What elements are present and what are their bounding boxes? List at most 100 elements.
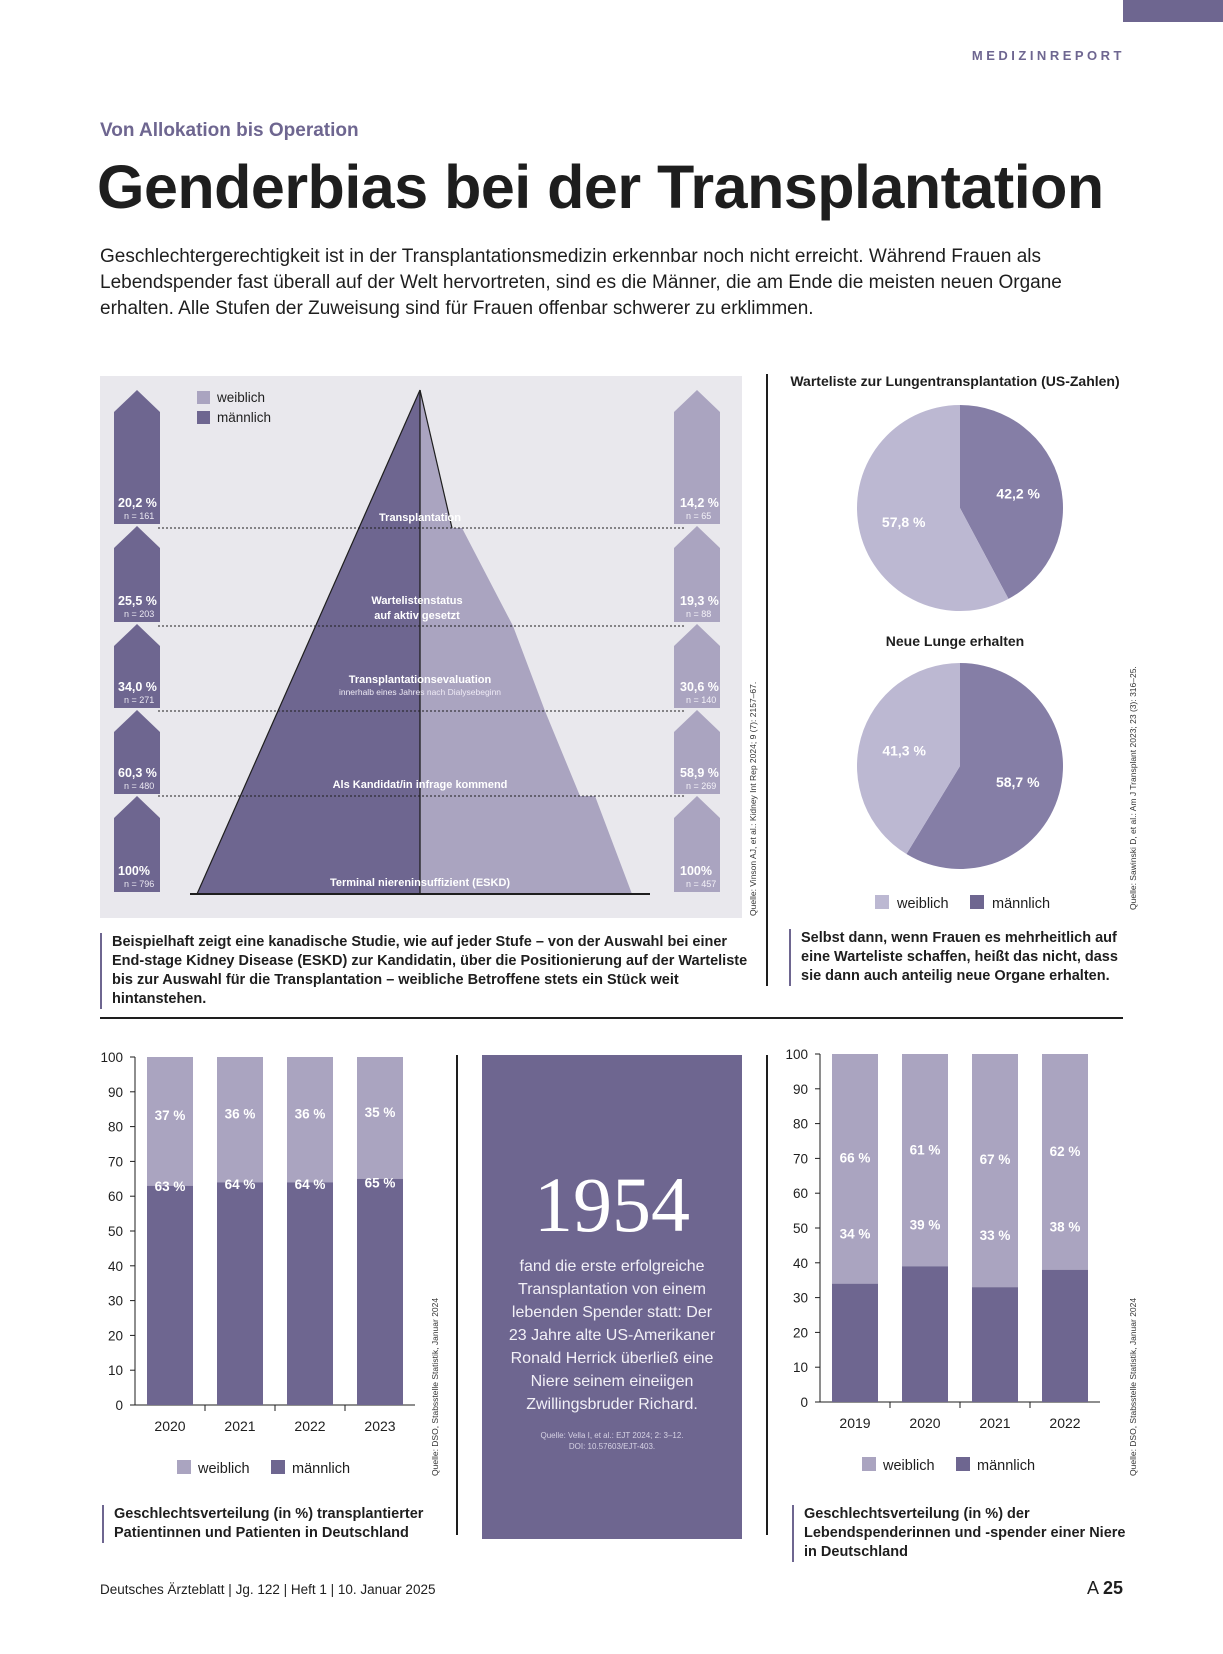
y-tick-label: 0	[800, 1395, 808, 1410]
article-kicker: Von Allokation bis Operation	[100, 120, 359, 141]
pie2-title: Neue Lunge erhalten	[885, 633, 1025, 649]
y-tick-label: 20	[108, 1328, 123, 1343]
bar-chart-transplanted: 0 10 20 30 40 50 60 70 80 90 100 63 % 37 % 2020 64 % 36…	[100, 1050, 415, 1477]
bar-label-female: 36 %	[295, 1106, 326, 1121]
pyramid-female-pct: 14,2 %	[680, 496, 719, 510]
pie-chart-new-lung: 58,7 % 41,3 %	[857, 663, 1063, 869]
bar-segment-female	[357, 1057, 403, 1179]
pyramid-level-label-line2: auf aktiv gesetzt	[374, 610, 460, 622]
y-tick-label: 60	[108, 1189, 123, 1204]
pyramid-level-label: Als Kandidat/in infrage kommend	[333, 779, 508, 791]
bar-label-female: 66 %	[840, 1150, 871, 1165]
pie-slice-male	[960, 405, 1063, 599]
pie-label-female: 57,8 %	[882, 514, 926, 530]
y-tick-label: 70	[793, 1151, 808, 1166]
legend-label-female: weiblich	[896, 896, 949, 912]
pyramid-female-pct: 58,9 %	[680, 766, 719, 780]
bar-segment-female	[287, 1057, 333, 1183]
pie-slice-male	[906, 663, 1063, 869]
legend-swatch-male	[956, 1457, 970, 1471]
top-accent-bar	[1123, 0, 1223, 22]
legend-label-male: männlich	[992, 896, 1050, 912]
x-tick-label: 2022	[1049, 1415, 1080, 1431]
pyramid-arrow-female	[674, 390, 720, 524]
y-tick-label: 20	[793, 1325, 808, 1340]
bar-segment-male	[902, 1266, 948, 1402]
pyramid-arrow-female	[674, 526, 720, 622]
legend-swatch-female	[197, 391, 210, 404]
bar-label-male: 33 %	[980, 1228, 1011, 1243]
pyramid-male-pct: 34,0 %	[118, 680, 157, 694]
info-source-line1: Quelle: Vella I, et al.: EJT 2024; 2: 3–…	[540, 1431, 684, 1440]
pyramid-arrow-male	[114, 390, 160, 524]
bar-label-male: 64 %	[225, 1177, 256, 1192]
bar-label-male: 63 %	[155, 1179, 186, 1194]
pyramid-left-edge	[196, 389, 421, 895]
bar-segment-male	[972, 1287, 1018, 1402]
bar-segment-male	[217, 1182, 263, 1405]
pyramid-male-n: n = 203	[124, 609, 154, 619]
bar-label-male: 34 %	[840, 1226, 871, 1241]
bar-label-male: 38 %	[1050, 1219, 1081, 1234]
source-pies: Quelle: Sawinski D, et al.: Am J Transpl…	[1128, 666, 1138, 910]
y-tick-label: 10	[793, 1360, 808, 1375]
section-label: MEDIZINREPORT	[971, 48, 1125, 63]
pyramid-female-n: n = 140	[686, 695, 716, 705]
pyramid-male-n: n = 161	[124, 511, 154, 521]
pyramid-arrow-female	[674, 624, 720, 708]
bar-segment-male	[287, 1182, 333, 1405]
pyramid-male-n: n = 480	[124, 781, 154, 791]
x-tick-label: 2021	[224, 1418, 255, 1434]
x-tick-label: 2020	[154, 1418, 185, 1434]
pyramid-male-pct: 25,5 %	[118, 594, 157, 608]
pyramid-female-n: n = 269	[686, 781, 716, 791]
legend-swatch-female	[862, 1457, 876, 1471]
y-tick-label: 60	[793, 1186, 808, 1201]
pyramid-arrow-male	[114, 624, 160, 708]
footer-journal: Deutsches Ärzteblatt | Jg. 122 | Heft 1 …	[100, 1582, 436, 1597]
pyramid-female-n: n = 457	[686, 879, 716, 889]
pyramid-male-n: n = 796	[124, 879, 154, 889]
pyramid-arrow-female	[674, 710, 720, 794]
pyramid-level-sublabel: innerhalb eines Jahres nach Dialysebegin…	[339, 687, 501, 697]
y-tick-label: 80	[108, 1120, 123, 1135]
y-tick-label: 50	[793, 1221, 808, 1236]
caption-bars2: Geschlechtsverteilung (in %) der Lebends…	[792, 1505, 1134, 1562]
pyramid-level-label: Transplantationsevaluation	[349, 674, 492, 686]
bar-segment-male	[357, 1178, 403, 1405]
pyramid-level-label: Transplantation	[379, 512, 461, 524]
y-tick-label: 100	[100, 1050, 123, 1065]
pyramid-arrow-male	[114, 526, 160, 622]
pyramid-arrow-male	[114, 796, 160, 892]
legend-label-male: männlich	[977, 1458, 1035, 1474]
info-box: 1954 fand die erste erfolgreiche Transpl…	[482, 1055, 742, 1539]
pyramid-male-pct: 20,2 %	[118, 496, 157, 510]
bar-segment-male	[1042, 1269, 1088, 1402]
x-tick-label: 2019	[839, 1415, 870, 1431]
bar-segment-female	[1042, 1054, 1088, 1270]
pyramid-male-n: n = 271	[124, 695, 154, 705]
bar-chart-living-donors: 0 10 20 30 40 50 60 70 80 90 100 34 % 66 % 2019 39 % 61…	[785, 1047, 1100, 1474]
legend-swatch-male	[197, 411, 210, 424]
bar-label-male: 39 %	[910, 1218, 941, 1233]
pyramid-female-n: n = 88	[686, 609, 711, 619]
bar-label-male: 64 %	[295, 1177, 326, 1192]
y-tick-label: 10	[108, 1363, 123, 1378]
article-title: Genderbias bei der Transplantation	[97, 153, 1104, 221]
divider-vertical-top	[766, 374, 768, 986]
divider-vertical-bottom-right	[766, 1055, 768, 1535]
y-tick-label: 50	[108, 1224, 123, 1239]
pyramid-arrow-male	[114, 710, 160, 794]
bar-label-female: 37 %	[155, 1108, 186, 1123]
legend-label-female: weiblich	[216, 390, 265, 405]
legend-label-male: männlich	[292, 1461, 350, 1477]
caption-pyramid: Beispielhaft zeigt eine kanadische Studi…	[100, 933, 752, 1009]
pyramid-female-pct: 19,3 %	[680, 594, 719, 608]
bar-label-female: 36 %	[225, 1106, 256, 1121]
x-tick-label: 2022	[294, 1418, 325, 1434]
footer-page-number: 25	[1102, 1578, 1123, 1598]
bar-label-female: 67 %	[980, 1152, 1011, 1167]
legend-swatch-male	[271, 1460, 285, 1474]
pyramid-male-pct: 60,3 %	[118, 766, 157, 780]
x-tick-label: 2020	[909, 1415, 940, 1431]
